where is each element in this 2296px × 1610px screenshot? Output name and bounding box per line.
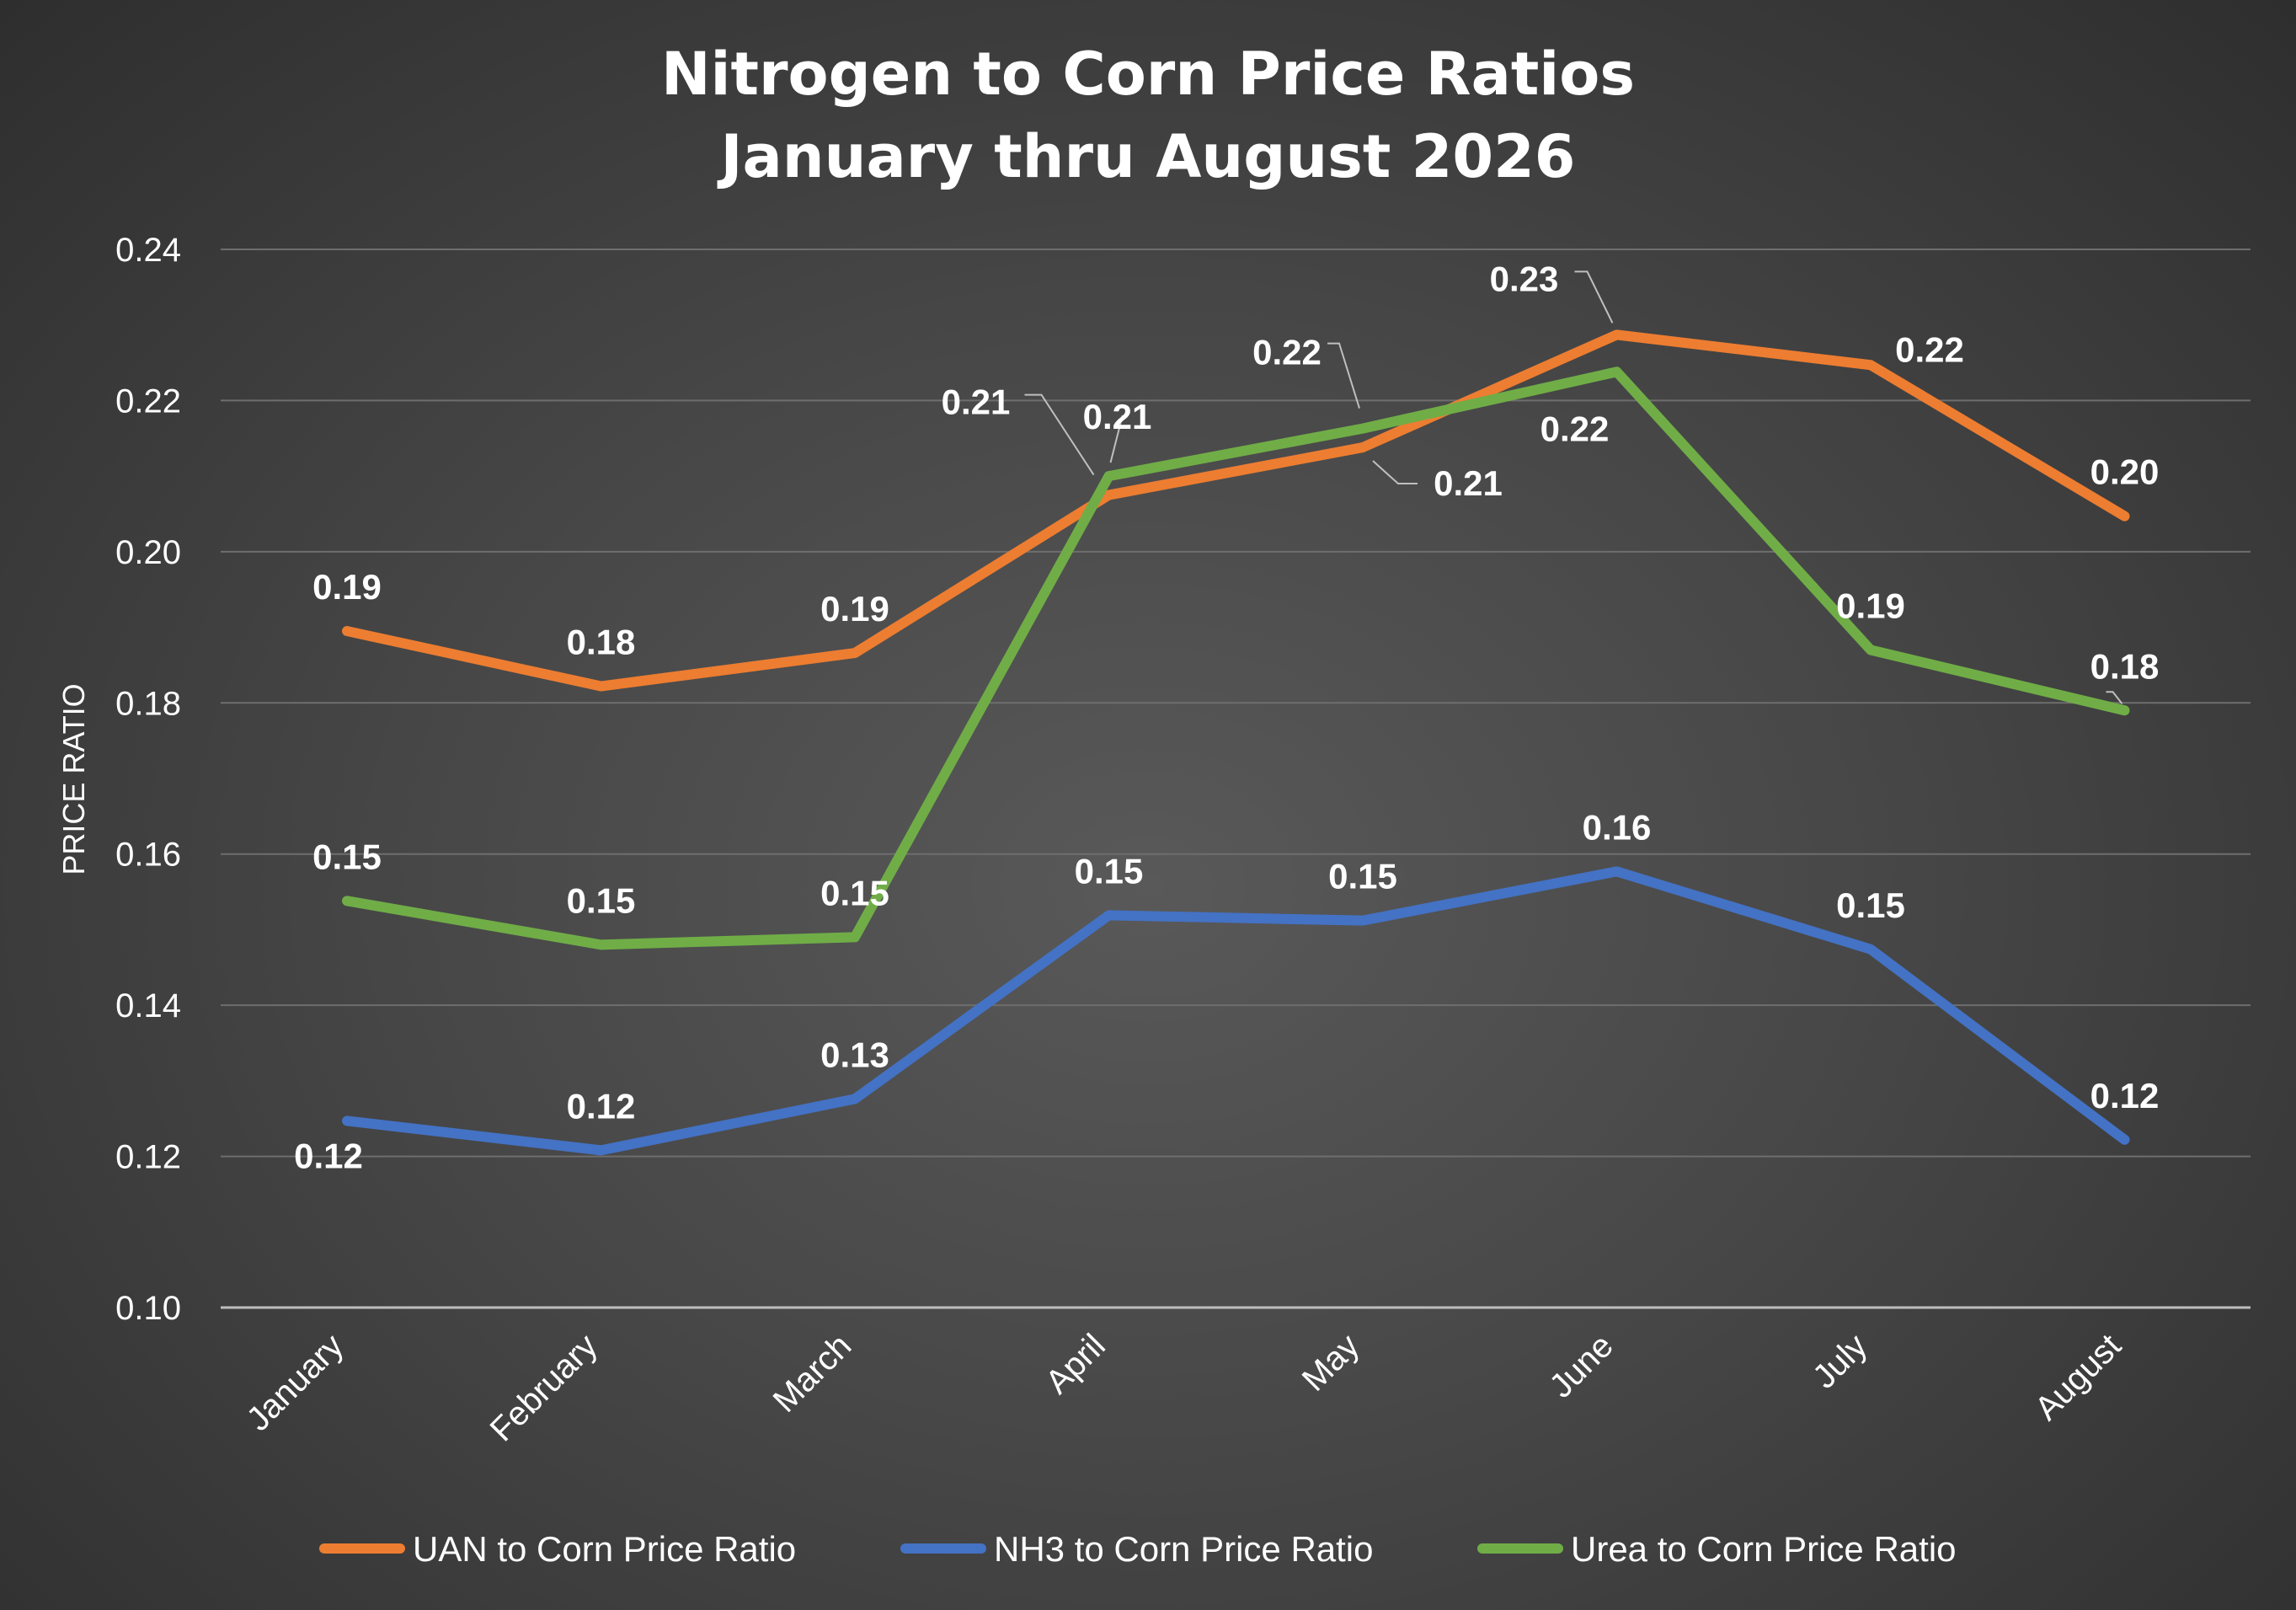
data-label-leader <box>1372 460 1418 485</box>
x-category-label: July <box>1806 1327 1874 1395</box>
chart-title-line-2: January thru August 2026 <box>718 122 1576 191</box>
data-label: 0.12 <box>567 1086 636 1126</box>
x-category-label: May <box>1295 1327 1367 1399</box>
data-label: 0.15 <box>820 873 889 912</box>
x-category-label: April <box>1039 1327 1113 1401</box>
chart-title-line-1: Nitrogen to Corn Price Ratios <box>661 40 1635 109</box>
y-axis-ticks: 0.10 0.12 0.14 0.16 0.18 0.20 0.22 0.24 <box>115 232 181 1327</box>
y-tick-label: 0.22 <box>115 382 181 420</box>
data-label: 0.15 <box>1328 857 1397 896</box>
data-label: 0.15 <box>1075 851 1144 891</box>
series-line-1 <box>342 866 2130 1156</box>
y-tick-label: 0.12 <box>115 1139 181 1176</box>
x-category-label: January <box>240 1327 351 1438</box>
data-label: 0.16 <box>1583 807 1652 847</box>
data-label: 0.22 <box>1895 329 1964 369</box>
data-label: 0.15 <box>312 837 382 876</box>
x-category-label: June <box>1542 1327 1620 1404</box>
data-label: 0.19 <box>820 589 889 628</box>
data-label: 0.19 <box>312 567 382 607</box>
x-category-label: February <box>483 1327 605 1448</box>
y-tick-label: 0.18 <box>115 685 181 722</box>
x-axis-categories: January February March April May June July Augu… <box>240 1327 2128 1448</box>
y-tick-label: 0.16 <box>115 837 181 874</box>
data-label-leaders <box>1024 270 2123 704</box>
gridlines <box>221 249 2251 1309</box>
data-label: 0.21 <box>1083 397 1152 436</box>
x-category-label: August <box>2028 1327 2128 1427</box>
data-label: 0.22 <box>1540 409 1610 448</box>
legend: UAN to Corn Price Ratio NH3 to Corn Price… <box>319 1529 1957 1569</box>
legend-label-0: UAN to Corn Price Ratio <box>413 1529 796 1569</box>
y-tick-label: 0.24 <box>115 232 181 269</box>
x-category-label: March <box>766 1327 859 1420</box>
data-label: 0.18 <box>567 623 636 662</box>
data-labels: 0.19 0.18 0.19 0.21 0.21 0.23 0.22 0.20 0.12 0.12… <box>294 259 2159 1175</box>
data-label: 0.20 <box>2090 452 2160 492</box>
y-tick-label: 0.14 <box>115 987 181 1024</box>
y-tick-label: 0.10 <box>115 1290 181 1327</box>
series-lines <box>342 329 2130 1156</box>
data-label: 0.12 <box>294 1136 363 1175</box>
data-label: 0.23 <box>1490 259 1559 298</box>
data-label: 0.19 <box>1836 586 1905 625</box>
series-line-0 <box>342 329 2130 692</box>
legend-label-2: Urea to Corn Price Ratio <box>1571 1529 1957 1569</box>
data-label-leader <box>1574 270 1614 324</box>
data-label-leader <box>2106 691 2123 704</box>
data-label-leader <box>1327 342 1360 409</box>
legend-label-1: NH3 to Corn Price Ratio <box>994 1529 1374 1569</box>
data-label-leader <box>1109 415 1124 463</box>
data-label-leader <box>1024 393 1095 476</box>
data-label: 0.22 <box>1252 333 1322 372</box>
data-label: 0.18 <box>2090 646 2160 686</box>
y-tick-label: 0.20 <box>115 534 181 571</box>
data-label: 0.13 <box>820 1035 889 1074</box>
data-label: 0.15 <box>567 880 636 920</box>
data-label: 0.12 <box>2090 1076 2160 1115</box>
data-label: 0.15 <box>1836 885 1905 925</box>
series-line-2 <box>342 366 2130 950</box>
data-label: 0.21 <box>942 382 1011 422</box>
data-label: 0.21 <box>1434 463 1503 503</box>
y-axis-title: PRICE RATIO <box>56 683 91 875</box>
